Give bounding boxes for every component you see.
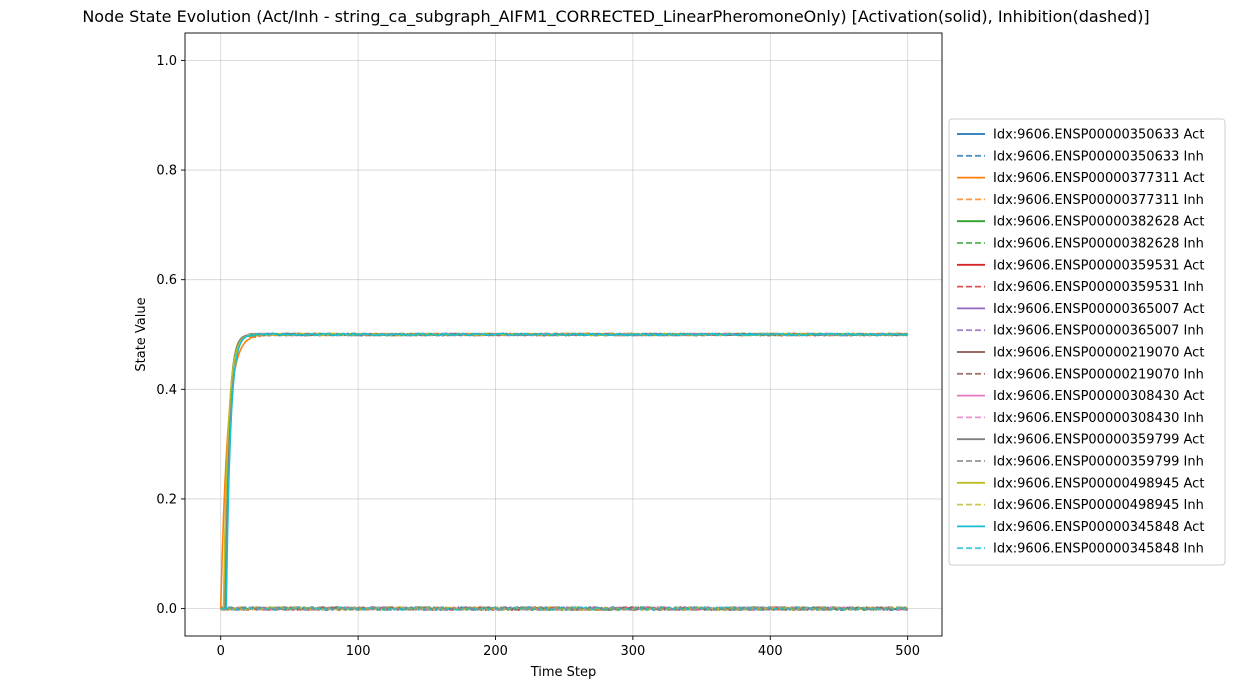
y-axis-ticks: 0.0 0.2 0.4 0.6 0.8 1.0 — [156, 54, 185, 617]
legend-entry-label: Idx:9606.ENSP00000498945 Act — [993, 476, 1204, 491]
series-line-idx-9606-ensp00000498945-inh — [220, 606, 909, 612]
legend-entry-label: Idx:9606.ENSP00000359531 Inh — [993, 280, 1204, 295]
legend-entry-label: Idx:9606.ENSP00000308430 Act — [993, 389, 1204, 404]
y-tick-label: 0.8 — [156, 164, 177, 179]
series-line-idx-9606-ensp00000365007-act — [220, 332, 909, 610]
series-line-idx-9606-ensp00000308430-act — [220, 332, 908, 610]
y-tick-label: 0.2 — [156, 492, 177, 507]
legend-entry-label: Idx:9606.ENSP00000219070 Act — [993, 346, 1204, 361]
series-line-idx-9606-ensp00000377311-act — [219, 332, 909, 609]
legend-entry-label: Idx:9606.ENSP00000219070 Inh — [993, 367, 1204, 382]
x-tick-label: 200 — [483, 644, 508, 659]
x-tick-label: 400 — [758, 644, 783, 659]
legend-entry-label: Idx:9606.ENSP00000308430 Inh — [993, 411, 1204, 426]
series-line-idx-9606-ensp00000350633-act — [220, 332, 909, 610]
x-tick-label: 100 — [346, 644, 371, 659]
series-line-idx-9606-ensp00000359799-act — [220, 332, 908, 610]
legend-entry-label: Idx:9606.ENSP00000365007 Inh — [993, 324, 1204, 339]
series-line-idx-9606-ensp00000345848-inh — [220, 606, 909, 612]
x-tick-label: 0 — [217, 644, 225, 659]
legend-entry-label: Idx:9606.ENSP00000359799 Inh — [993, 455, 1204, 470]
legend-entry-label: Idx:9606.ENSP00000350633 Act — [993, 128, 1204, 143]
y-tick-label: 1.0 — [156, 54, 177, 69]
legend-entry-label: Idx:9606.ENSP00000377311 Act — [993, 171, 1204, 186]
legend-entry-label: Idx:9606.ENSP00000350633 Inh — [993, 149, 1204, 164]
y-tick-label: 0.4 — [156, 383, 177, 398]
plot-area-frame — [184, 32, 943, 637]
legend-entry-label: Idx:9606.ENSP00000377311 Inh — [993, 193, 1204, 208]
x-tick-label: 500 — [895, 644, 920, 659]
legend-entry-label: Idx:9606.ENSP00000359799 Act — [993, 433, 1204, 448]
x-axis-label: Time Step — [530, 665, 597, 680]
legend-entry-label: Idx:9606.ENSP00000498945 Inh — [993, 498, 1204, 513]
y-tick-label: 0.6 — [156, 273, 177, 288]
y-axis-label: State Value — [134, 297, 149, 371]
legend-entry-label: Idx:9606.ENSP00000359531 Act — [993, 258, 1204, 273]
legend-entry-label: Idx:9606.ENSP00000382628 Act — [993, 215, 1204, 230]
legend-entry-label: Idx:9606.ENSP00000382628 Inh — [993, 237, 1204, 252]
series-line-idx-9606-ensp00000382628-act — [220, 332, 909, 610]
y-tick-label: 0.0 — [156, 602, 177, 617]
legend-entry-label: Idx:9606.ENSP00000345848 Inh — [993, 542, 1204, 557]
legend-entry-label: Idx:9606.ENSP00000345848 Act — [993, 520, 1204, 535]
series-lines — [219, 332, 909, 612]
series-line-idx-9606-ensp00000219070-act — [220, 332, 909, 610]
series-line-idx-9606-ensp00000498945-act — [220, 332, 909, 610]
series-line-idx-9606-ensp00000345848-act — [220, 332, 909, 610]
legend-box — [948, 118, 1226, 566]
series-line-idx-9606-ensp00000359531-act — [220, 332, 908, 610]
chart-title: Node State Evolution (Act/Inh - string_c… — [82, 7, 1149, 27]
legend-entry-label: Idx:9606.ENSP00000365007 Act — [993, 302, 1204, 317]
x-axis-ticks: 0 100 200 300 400 500 — [217, 636, 920, 659]
legend: Idx:9606.ENSP00000350633 Act Idx:9606.ENS… — [948, 118, 1226, 566]
x-tick-label: 300 — [620, 644, 645, 659]
